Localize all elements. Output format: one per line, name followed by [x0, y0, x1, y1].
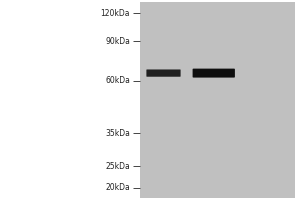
Text: 60kDa: 60kDa: [105, 76, 130, 85]
Bar: [140, 2, 295, 198]
FancyBboxPatch shape: [193, 69, 235, 78]
Text: 35kDa: 35kDa: [105, 129, 130, 138]
Text: 90kDa: 90kDa: [105, 37, 130, 46]
Text: 20kDa: 20kDa: [106, 183, 130, 192]
FancyBboxPatch shape: [146, 69, 181, 77]
Text: 120kDa: 120kDa: [101, 9, 130, 18]
Text: 25kDa: 25kDa: [106, 162, 130, 171]
